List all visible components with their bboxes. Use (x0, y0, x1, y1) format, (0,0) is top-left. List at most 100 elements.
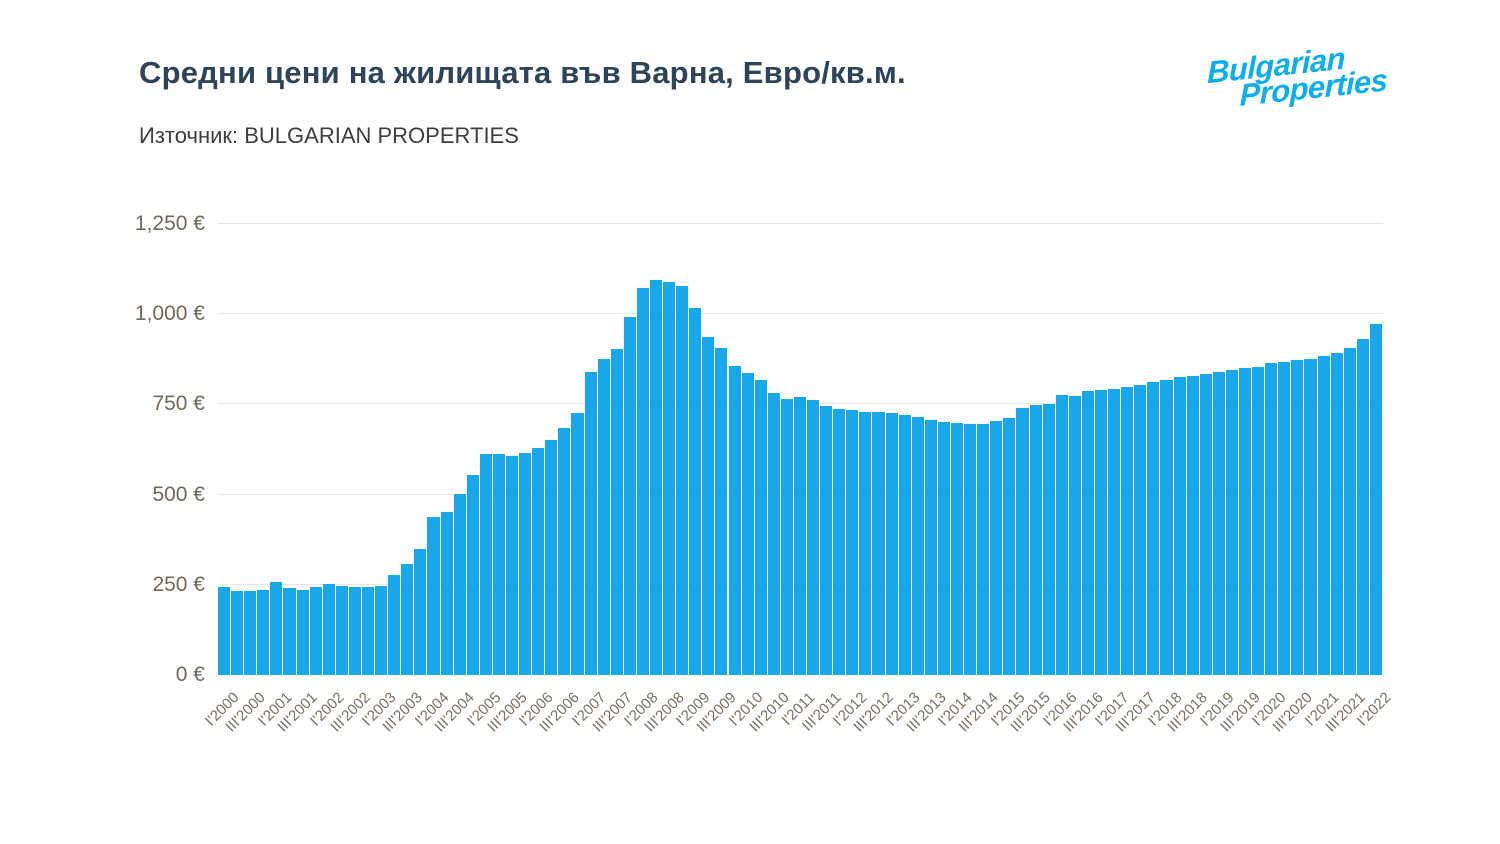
bar-IV'2012 (885, 412, 898, 675)
bar-II'2006 (545, 440, 558, 675)
bar-II'2004 (440, 511, 453, 675)
gridline (218, 313, 1383, 315)
bar-III'2018 (1186, 375, 1199, 675)
bar-IV'2006 (571, 412, 584, 675)
chart-source-note: Източник: BULGARIAN PROPERTIES (139, 123, 519, 148)
bar-III'2010 (767, 392, 780, 675)
y-tick-label: 0 € (175, 663, 205, 686)
y-tick-label: 500 € (152, 482, 205, 506)
bar-III'2000 (244, 590, 257, 675)
gridline (218, 223, 1383, 224)
bar-II'2008 (649, 279, 663, 675)
bar-II'2020 (1278, 361, 1291, 675)
bar-I'2013 (898, 415, 911, 675)
bar-IV'2020 (1304, 358, 1317, 675)
bar-I'2010 (741, 373, 754, 675)
bar-I'2016 (1055, 395, 1068, 675)
bar-I'2008 (636, 288, 649, 675)
bar-II'2015 (1016, 408, 1029, 675)
bar-II'2014 (964, 423, 977, 675)
bar-I'2007 (584, 371, 597, 675)
bar-I'2003 (375, 586, 388, 675)
bar-II'2012 (859, 411, 872, 675)
bar-IV'2021 (1356, 339, 1369, 675)
bar-IV'2013 (937, 421, 951, 675)
bar-IV'2011 (833, 409, 846, 675)
bar-I'2021 (1317, 356, 1330, 675)
bar-III'2009 (715, 348, 728, 675)
bar-III'2013 (924, 419, 937, 675)
bar-III'2012 (872, 411, 885, 675)
bar-I'2020 (1265, 363, 1278, 675)
bar-II'2001 (283, 587, 296, 675)
bar-I'2018 (1160, 379, 1173, 675)
bar-III'2017 (1134, 384, 1147, 675)
bar-IV'2002 (361, 587, 375, 675)
bar-I'2005 (479, 454, 492, 675)
bar-IV'2019 (1252, 366, 1265, 675)
bar-II'2017 (1121, 387, 1134, 675)
bar-IV'2015 (1042, 404, 1055, 675)
bar-III'2011 (820, 406, 833, 675)
bar-IV'2018 (1199, 374, 1212, 675)
bar-IV'2017 (1147, 382, 1160, 675)
bar-IV'2014 (990, 420, 1003, 675)
bar-III'2020 (1291, 360, 1304, 675)
bar-I'2002 (322, 583, 335, 675)
bar-IV'2008 (676, 286, 689, 675)
bar-II'2005 (492, 454, 505, 675)
y-tick-label: 750 € (152, 392, 205, 416)
bar-I'2004 (427, 516, 440, 675)
bar-II'2009 (702, 337, 715, 675)
bar-II'2000 (231, 590, 244, 675)
y-tick-label: 250 € (152, 572, 205, 596)
bar-I'2019 (1212, 371, 1225, 675)
bar-III'2001 (296, 589, 309, 675)
plot-area (218, 223, 1383, 675)
bar-III'2015 (1029, 405, 1042, 675)
bar-III'2003 (401, 563, 414, 675)
bar-IV'2001 (309, 586, 322, 675)
bar-II'2007 (597, 358, 610, 675)
bar-III'2014 (977, 424, 990, 675)
bar-IV'2000 (257, 589, 270, 675)
bar-I'2015 (1003, 418, 1016, 675)
bar-I'2014 (951, 422, 964, 675)
bar-IV'2005 (519, 453, 532, 675)
bar-III'2016 (1081, 390, 1094, 675)
bar-IV'2010 (780, 399, 793, 675)
bar-I'2000 (218, 587, 231, 675)
bar-III'2019 (1239, 368, 1252, 675)
bar-II'2002 (335, 585, 348, 675)
bar-II'2016 (1068, 395, 1081, 675)
bar-II'2011 (807, 400, 820, 675)
bar-III'2006 (558, 427, 571, 675)
bar-I'2001 (270, 581, 283, 675)
bar-IV'2003 (414, 548, 427, 675)
bar-IV'2007 (623, 317, 636, 675)
bar-I'2012 (846, 410, 859, 675)
bar-II'2019 (1225, 370, 1238, 675)
bar-IV'2009 (728, 366, 741, 675)
bar-II'2013 (911, 417, 924, 675)
bar-III'2004 (453, 493, 466, 675)
bar-III'2002 (348, 586, 361, 675)
bar-IV'2016 (1095, 389, 1108, 675)
y-axis-labels: 0 € 250 € 500 € 750 € 1,000 € 1,250 € (0, 213, 205, 686)
bar-IV'2004 (466, 475, 479, 675)
bar-I'2022 (1369, 324, 1382, 675)
bar-III'2008 (663, 281, 676, 675)
bar-II'2018 (1173, 377, 1186, 675)
bar-II'2003 (388, 575, 401, 675)
bar-II'2021 (1330, 352, 1343, 675)
bar-III'2021 (1343, 348, 1356, 675)
chart-title: Средни цени на жилищата във Варна, Евро/… (139, 55, 906, 90)
bar-III'2005 (505, 455, 519, 675)
bulgarian-properties-logo: Bulgarian Properties (1206, 34, 1441, 114)
bar-I'2011 (793, 396, 807, 675)
y-tick-label: 1,000 € (134, 302, 205, 326)
bar-III'2007 (610, 349, 623, 675)
bar-I'2009 (689, 308, 702, 675)
bar-I'2017 (1108, 388, 1121, 675)
